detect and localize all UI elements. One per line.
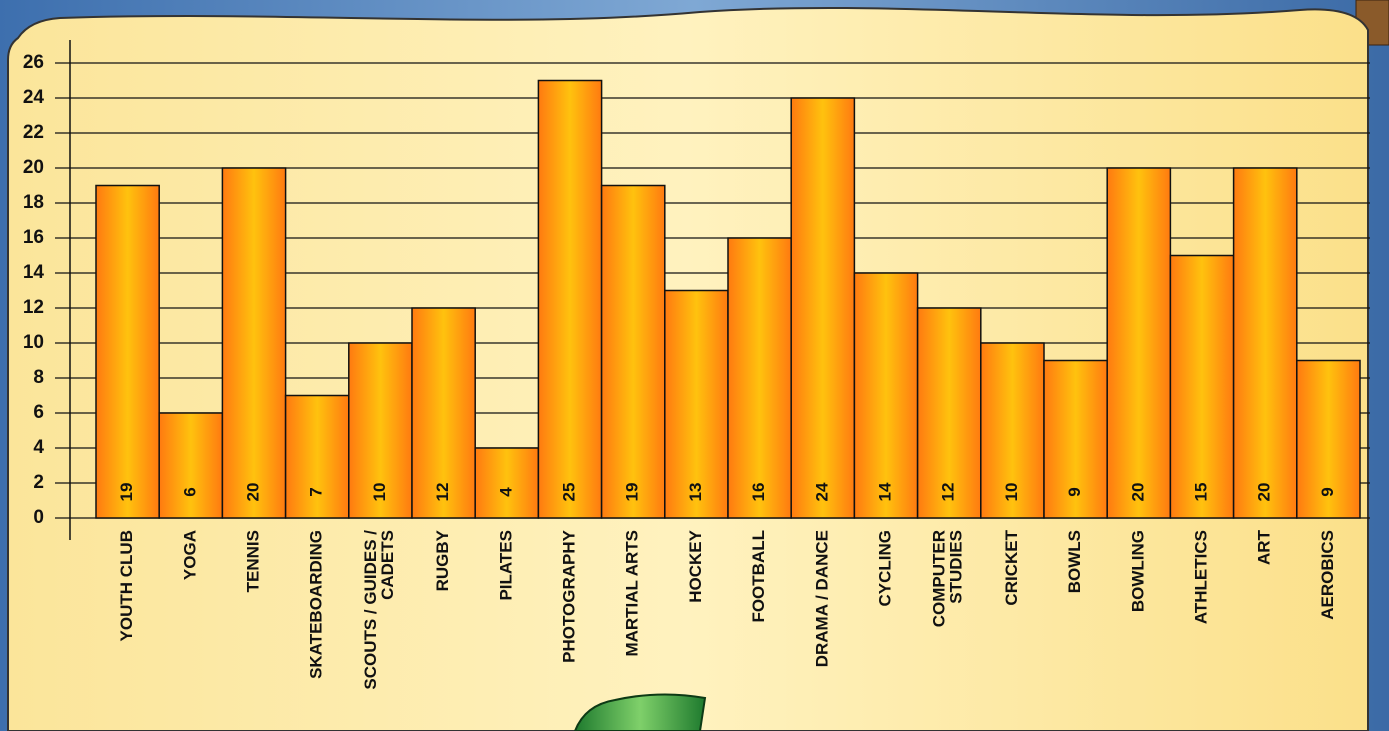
x-tick-label: ART xyxy=(1255,529,1274,565)
value-label: 10 xyxy=(1002,483,1021,502)
x-tick-label: TENNIS xyxy=(243,530,262,592)
value-label: 16 xyxy=(749,483,768,502)
bar xyxy=(1107,168,1170,518)
value-label: 25 xyxy=(559,483,578,502)
value-label: 9 xyxy=(1318,487,1337,496)
bar xyxy=(159,413,222,518)
value-label: 15 xyxy=(1191,483,1210,502)
x-tick-label: DRAMA / DANCE xyxy=(812,530,831,667)
x-tick-label: CYCLING xyxy=(875,530,894,607)
y-tick-label: 16 xyxy=(23,227,44,248)
value-label: 4 xyxy=(496,487,515,497)
y-tick-label: 10 xyxy=(23,332,44,353)
value-label: 14 xyxy=(875,482,894,501)
bar xyxy=(222,168,285,518)
x-tick-label: FOOTBALL xyxy=(749,530,768,623)
value-label: 20 xyxy=(243,483,262,502)
value-label: 19 xyxy=(117,483,136,502)
bar xyxy=(475,448,538,518)
y-tick-label: 24 xyxy=(23,87,45,108)
y-tick-label: 0 xyxy=(33,507,44,528)
bar xyxy=(538,81,601,519)
bar xyxy=(728,238,791,518)
value-label: 20 xyxy=(1128,483,1147,502)
value-label: 19 xyxy=(623,483,642,502)
y-tick-label: 8 xyxy=(33,367,44,388)
x-tick-label: CRICKET xyxy=(1002,529,1021,605)
x-tick-label: SKATEBOARDING xyxy=(307,530,326,679)
value-label: 12 xyxy=(433,483,452,502)
value-label: 12 xyxy=(939,483,958,502)
x-tick-label: ATHLETICS xyxy=(1191,530,1210,624)
value-label: 6 xyxy=(180,487,199,496)
y-tick-label: 18 xyxy=(23,192,44,213)
y-tick-label: 12 xyxy=(23,297,44,318)
y-tick-label: 22 xyxy=(23,122,44,143)
bar xyxy=(1170,256,1233,519)
x-tick-label: HOCKEY xyxy=(686,529,705,602)
y-tick-label: 4 xyxy=(33,437,44,458)
value-label: 10 xyxy=(370,483,389,502)
y-tick-label: 14 xyxy=(23,262,45,283)
y-tick-label: 20 xyxy=(23,157,44,178)
value-label: 24 xyxy=(812,482,831,501)
x-tick-label: YOGA xyxy=(180,530,199,580)
bar xyxy=(286,396,349,519)
x-tick-label: BOWLS xyxy=(1065,530,1084,593)
value-label: 9 xyxy=(1065,487,1084,496)
x-tick-label: BOWLING xyxy=(1128,530,1147,612)
bar xyxy=(854,273,917,518)
bar xyxy=(791,98,854,518)
page: {"chart_data": {"type": "bar", "categori… xyxy=(0,0,1389,731)
x-tick-label: YOUTH CLUB xyxy=(117,530,136,641)
x-tick-label: RUGBY xyxy=(433,529,452,591)
bar xyxy=(96,186,159,519)
y-tick-label: 6 xyxy=(33,402,44,423)
value-label: 13 xyxy=(686,483,705,502)
x-tick-label: MARTIAL ARTS xyxy=(623,530,642,657)
chart: 0246810121416182022242619YOUTH CLUB6YOGA… xyxy=(0,0,1389,731)
y-tick-label: 26 xyxy=(23,52,44,73)
bar xyxy=(602,186,665,519)
x-tick-label: PILATES xyxy=(496,530,515,601)
bar xyxy=(1234,168,1297,518)
value-label: 20 xyxy=(1255,483,1274,502)
x-tick-label: AEROBICS xyxy=(1318,530,1337,620)
value-label: 7 xyxy=(307,487,326,496)
x-tick-label: PHOTOGRAPHY xyxy=(559,529,578,663)
y-tick-label: 2 xyxy=(33,472,44,493)
